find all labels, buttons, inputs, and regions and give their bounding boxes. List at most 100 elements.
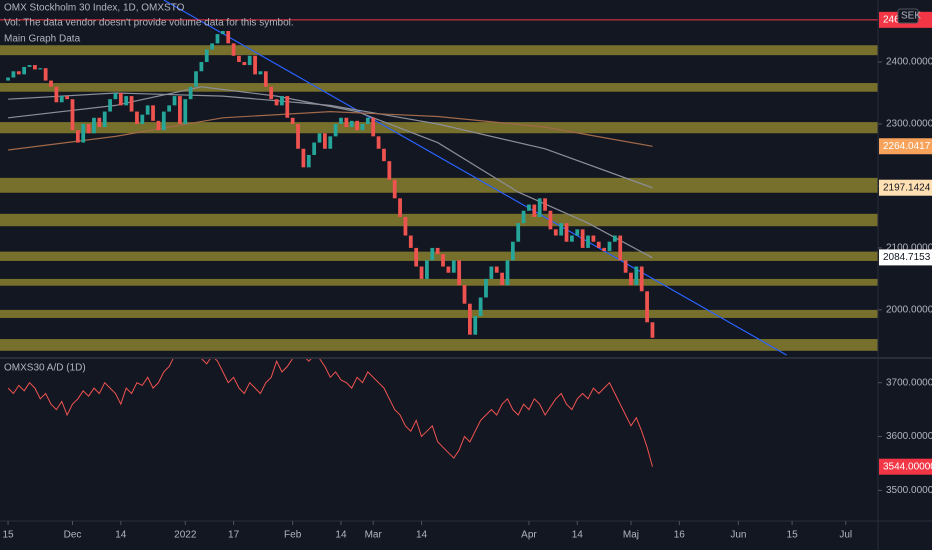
candle [199,61,204,72]
candle [650,322,655,338]
price-marker-label: 3544.000000 [883,461,932,472]
indicator-line [8,86,653,259]
candle [280,96,284,106]
candle [210,43,214,50]
zone [0,251,878,261]
candle [586,235,590,248]
x-tick-label: 14 [572,530,584,541]
indicator-line [163,0,787,356]
candle [355,120,359,131]
currency-badge [897,8,919,24]
candle [145,105,150,115]
candle [247,55,252,66]
candle [398,198,402,217]
candle [387,161,392,180]
candle [489,266,494,279]
candle [178,96,182,124]
indicator-panel [7,359,653,467]
annotation: Main Graph Data [4,34,81,45]
candle [253,55,257,75]
price-marker-label: 2197.1424 [883,182,931,193]
price-marker-label: 246 [883,14,900,25]
x-tick-label: Jul [839,530,852,541]
candle [639,266,644,292]
candle [414,247,419,267]
candle [392,179,397,199]
candle [365,117,370,124]
candle [204,49,209,62]
candle [473,316,478,335]
zone [0,45,878,56]
price-marker-label: 2084.7153 [883,252,931,263]
candle [425,260,429,279]
candle [215,34,220,44]
currency-label: SEK [901,11,921,22]
x-tick-label: Mar [365,530,383,541]
candle [527,204,531,211]
candle [441,254,445,267]
candle [65,96,70,100]
candle [457,260,462,286]
candle [382,148,386,162]
chart-subtitle: Vol: The data vendor doesn't provide vol… [4,18,294,29]
candle [129,96,134,112]
zone [0,177,878,193]
candle [323,133,327,149]
candle [602,247,607,252]
candle [484,278,488,298]
x-tick-label: 15 [2,530,14,541]
candle [312,142,317,155]
candle [623,260,628,273]
indicator-line [8,110,653,151]
candle [430,247,435,261]
candle [156,120,161,131]
candle [97,117,102,128]
candle [451,260,456,273]
candle [435,247,440,255]
candle [38,68,43,70]
candle [43,68,48,81]
candle [360,123,365,131]
candle [290,117,295,124]
candle [634,266,639,286]
candle [612,235,617,242]
candle [403,216,408,236]
candle [548,210,553,230]
candle [242,61,247,66]
y-tick-label: 2400.0000 [886,57,932,68]
candle [172,96,177,106]
candle [237,55,241,62]
candle [607,241,612,252]
zone [0,309,878,318]
candle [559,223,564,236]
candle [6,77,10,81]
x-tick-label: 2022 [174,530,197,541]
candle [532,204,537,217]
candle [161,111,166,131]
chart-title: OMX Stockholm 30 Index, 1D, OMXSTO [4,3,185,14]
y-tick-label: 3600.000000 [886,431,932,442]
candle [349,120,354,128]
candle [376,136,381,149]
x-tick-label: Maj [623,530,639,541]
y-tick-label: 2300.0000 [886,119,932,130]
candle [500,272,504,286]
candle [226,30,231,44]
candle [27,65,32,67]
candle [16,71,21,75]
candle [543,198,547,211]
zone [0,339,878,351]
indicator-title: OMXS30 A/D (1D) [4,363,86,374]
price-panel [0,0,878,356]
candle [108,99,112,112]
x-tick-label: 14 [335,530,347,541]
candle [339,117,343,124]
candle [408,235,413,248]
candle [124,96,129,106]
candle [478,297,483,317]
candle [462,285,467,304]
candle [102,111,107,128]
candle [328,136,333,149]
candle [371,117,376,137]
